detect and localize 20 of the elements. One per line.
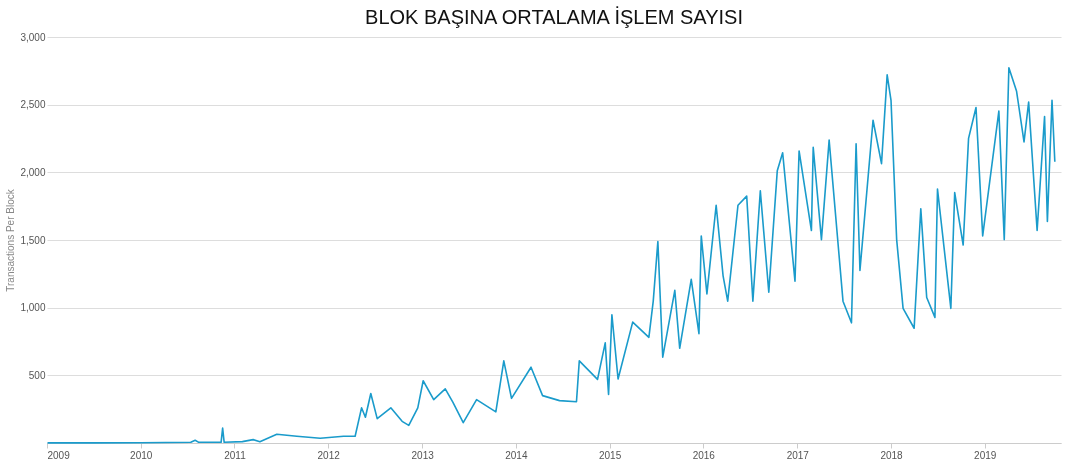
y-tick-label: 2,500 bbox=[20, 99, 46, 111]
x-tick-label: 2015 bbox=[598, 449, 622, 461]
x-tick-label: 2012 bbox=[317, 449, 341, 461]
y-tick-label: 1,500 bbox=[20, 234, 46, 246]
x-tick-label: 2016 bbox=[692, 449, 716, 461]
y-tick-label: 3,000 bbox=[20, 31, 46, 43]
x-tick-label: 2017 bbox=[786, 449, 810, 461]
x-tick-label: 2013 bbox=[411, 449, 435, 461]
x-tick-label: 2009 bbox=[47, 449, 71, 461]
y-tick-label: 1,000 bbox=[20, 302, 46, 314]
x-tick-label: 2019 bbox=[974, 449, 997, 461]
chart-title: BLOK BAŞINA ORTALAMA İŞLEM SAYISI bbox=[365, 6, 743, 28]
x-tick-label: 2014 bbox=[505, 449, 528, 461]
x-tick-label: 2018 bbox=[880, 449, 904, 461]
y-tick-label: 2,000 bbox=[20, 166, 46, 178]
y-tick-label: 500 bbox=[28, 369, 46, 381]
y-axis-title: Transactions Per Block bbox=[5, 188, 17, 292]
x-tick-label: 2011 bbox=[224, 449, 247, 461]
x-tick-label: 2010 bbox=[130, 449, 153, 461]
line-series bbox=[46, 66, 1056, 444]
